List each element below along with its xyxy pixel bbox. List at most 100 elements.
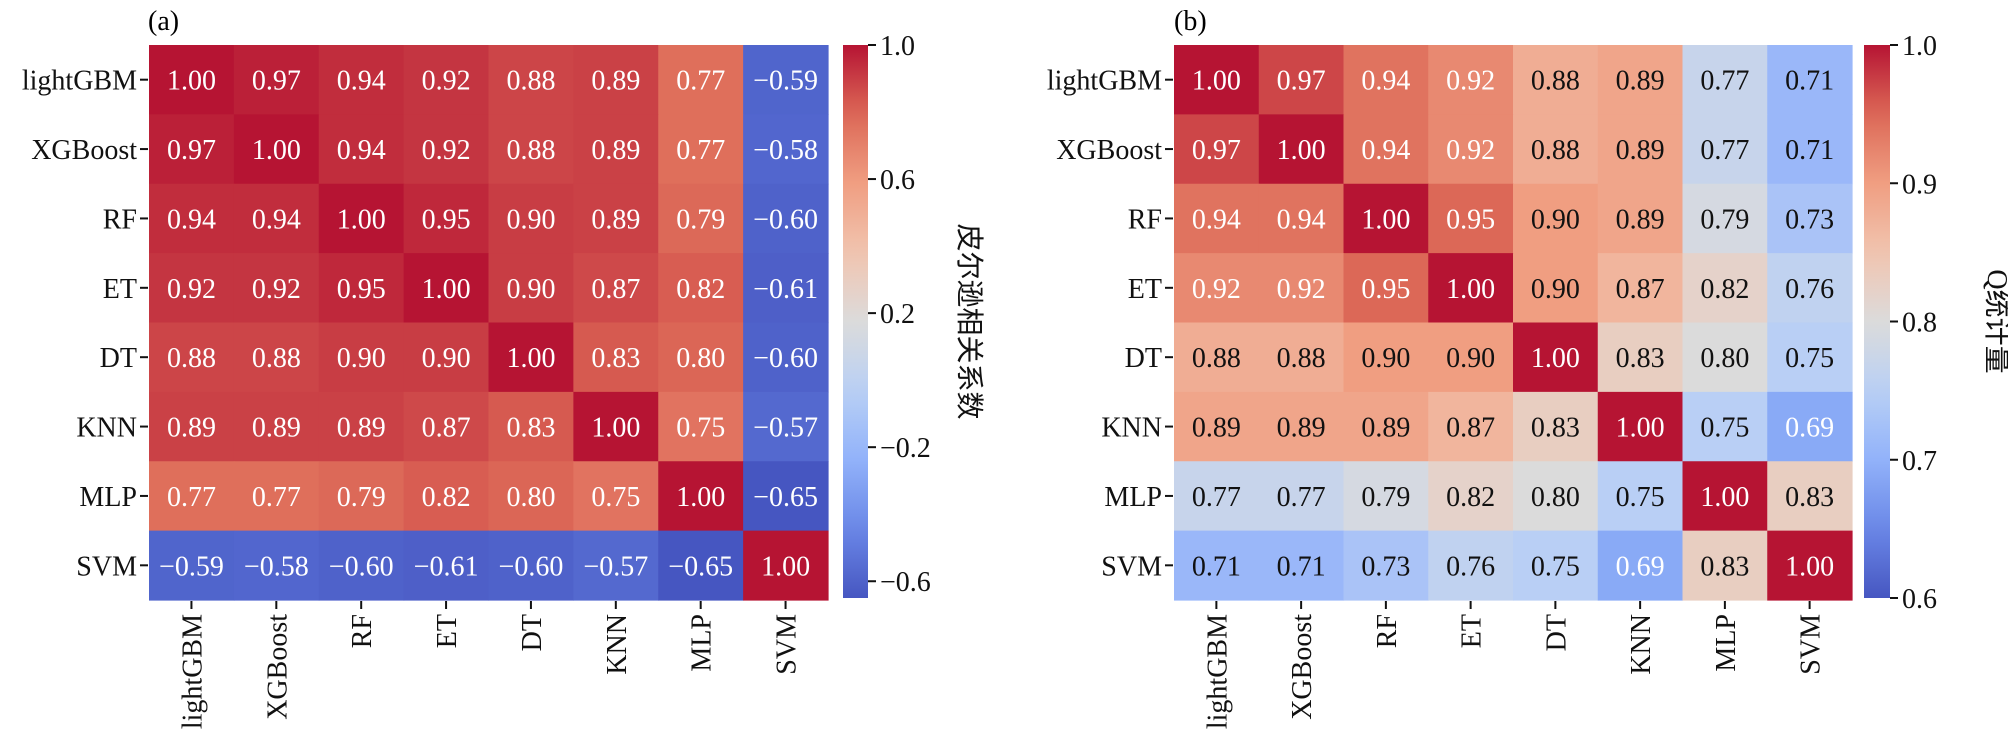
cell-value-label: −0.57 <box>753 413 818 444</box>
heatmap-cell <box>1428 253 1514 324</box>
cell-value-label: 0.88 <box>1277 343 1326 374</box>
cell-value-label: 1.00 <box>591 413 640 444</box>
cell-value-label: 1.00 <box>506 343 555 374</box>
heatmap-panel-b: (b) 1.00 0.97 0.94 0.92 0.88 0.89 0.77 0.71 0.97… <box>1047 6 2008 729</box>
heatmap-cell <box>1767 391 1853 462</box>
colorbar-tick-label: −0.6 <box>880 567 931 598</box>
heatmap-cell <box>743 253 829 324</box>
heatmap-cell <box>1174 114 1260 185</box>
heatmap-cell <box>573 45 659 115</box>
cell-value-label: −0.57 <box>583 551 648 582</box>
heatmap-cell <box>1174 183 1260 254</box>
heatmap-cell <box>488 461 574 532</box>
cell-value-label: 0.83 <box>506 413 555 444</box>
heatmap-cell <box>1682 114 1768 185</box>
heatmap-cell <box>403 391 490 462</box>
heatmap-cell <box>1513 530 1599 601</box>
heatmap-cell <box>1428 114 1514 185</box>
heatmap-cell <box>1258 461 1345 532</box>
colorbar-tick-label: 0.8 <box>1902 308 1937 339</box>
heatmap-cell <box>1343 253 1429 324</box>
cell-value-label: −0.65 <box>668 551 733 582</box>
cell-value-label: 0.80 <box>506 482 555 513</box>
heatmap-cell <box>658 530 744 601</box>
heatmap-cell <box>318 183 405 254</box>
cell-value-label: 0.89 <box>1361 413 1410 444</box>
cell-value-label: 0.94 <box>1361 135 1410 166</box>
heatmap-cell <box>1682 322 1768 393</box>
cell-value-label: 0.88 <box>1192 343 1241 374</box>
heatmap-cell <box>1343 114 1429 185</box>
heatmap-cell <box>1428 461 1514 532</box>
cell-value-label: 0.77 <box>1700 135 1749 166</box>
heatmap-cell <box>1767 530 1853 601</box>
cell-value-label: 0.89 <box>1616 135 1665 166</box>
heatmap-cell <box>1174 530 1260 601</box>
y-tick-label: RF <box>103 204 137 235</box>
heatmap-cell <box>403 530 490 601</box>
heatmap-cell <box>403 114 490 185</box>
heatmap-cell <box>1258 253 1345 324</box>
cell-value-label: 0.94 <box>252 204 301 235</box>
heatmap-cell <box>1258 45 1345 115</box>
cell-value-label: −0.59 <box>753 66 818 97</box>
cell-value-label: 0.79 <box>1700 204 1749 235</box>
cell-value-label: 0.89 <box>337 413 386 444</box>
cell-value-label: 0.94 <box>167 204 216 235</box>
colorbar-tick-label: 1.0 <box>880 31 915 62</box>
cell-value-label: 0.88 <box>1531 135 1580 166</box>
heatmap-cell <box>1428 183 1514 254</box>
heatmap-cell <box>1597 391 1684 462</box>
heatmap-cell <box>233 114 320 185</box>
cell-value-label: 0.82 <box>1446 482 1495 513</box>
heatmap-cell <box>573 391 659 462</box>
heatmap-cell <box>1682 253 1768 324</box>
heatmap-cell <box>1174 391 1260 462</box>
heatmap-cell <box>403 461 490 532</box>
cell-value-label: −0.61 <box>753 274 818 305</box>
cell-value-label: −0.60 <box>753 343 818 374</box>
heatmap-cell <box>403 322 490 393</box>
heatmap-cell <box>149 461 235 532</box>
cell-value-label: 0.79 <box>676 204 725 235</box>
x-tick-label: MLP <box>1711 614 1742 672</box>
heatmap-cell <box>1597 461 1684 532</box>
heatmap-cell <box>1428 322 1514 393</box>
x-tick-label: XGBoost <box>1287 614 1318 720</box>
heatmap-cell <box>1343 183 1429 254</box>
cell-value-label: 0.97 <box>167 135 216 166</box>
y-tick-label: KNN <box>1101 413 1162 444</box>
heatmap-cell <box>1767 45 1853 115</box>
heatmap-cell <box>1513 253 1599 324</box>
heatmap-cell <box>1343 461 1429 532</box>
heatmap-cell <box>1767 114 1853 185</box>
cell-value-label: 0.94 <box>1361 66 1410 97</box>
cell-value-label: 0.76 <box>1785 274 1834 305</box>
cell-value-label: 0.90 <box>1531 274 1580 305</box>
cell-value-label: 0.77 <box>676 135 725 166</box>
cell-value-label: 0.94 <box>337 135 386 166</box>
cell-value-label: 0.89 <box>1616 204 1665 235</box>
heatmap-cell <box>233 461 320 532</box>
cell-value-label: 0.95 <box>1446 204 1495 235</box>
y-tick-label: KNN <box>76 413 137 444</box>
cell-value-label: 0.89 <box>1616 66 1665 97</box>
heatmap-cell <box>573 461 659 532</box>
colorbar-gradient <box>1864 45 1890 598</box>
cell-value-label: 0.77 <box>252 482 301 513</box>
x-tick-label: RF <box>347 614 378 648</box>
colorbar-tick-label: 0.7 <box>1902 446 1937 477</box>
y-tick-label: MLP <box>79 482 137 513</box>
colorbar-tick-label: 0.6 <box>1902 584 1937 615</box>
cell-value-label: 1.00 <box>1361 204 1410 235</box>
cell-value-label: 1.00 <box>1616 413 1665 444</box>
y-tick-label: SVM <box>1101 551 1162 582</box>
cell-value-label: 0.92 <box>1446 66 1495 97</box>
cell-value-label: 0.73 <box>1785 204 1834 235</box>
cell-value-label: 0.71 <box>1785 66 1834 97</box>
cell-value-label: 0.92 <box>252 274 301 305</box>
cell-value-label: 0.90 <box>337 343 386 374</box>
x-tick-label: DT <box>517 614 548 651</box>
cell-value-label: 0.79 <box>1361 482 1410 513</box>
cell-value-label: 1.00 <box>422 274 471 305</box>
